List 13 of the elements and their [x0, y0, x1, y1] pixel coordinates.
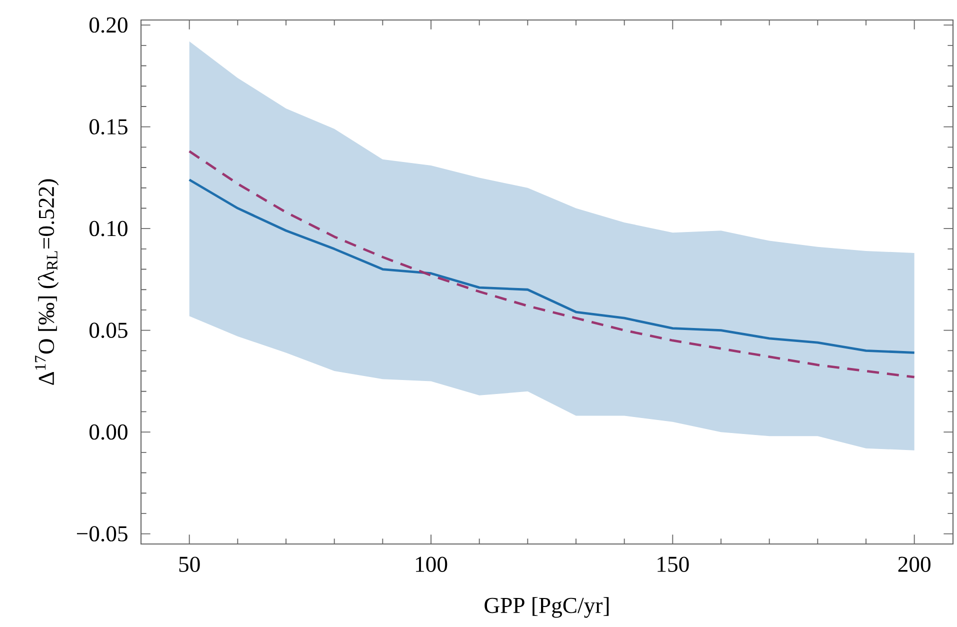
y-tick-label: 0.00: [89, 424, 128, 440]
y-tick-label: 0.05: [89, 322, 128, 338]
line-series: [188, 178, 916, 354]
x-tick-label: 150: [658, 556, 689, 572]
y-tick-label: −0.05: [76, 526, 128, 542]
y-tick-label: 0.10: [89, 220, 128, 236]
y-tick-label: 0.15: [89, 119, 128, 135]
x-tick-label: 200: [898, 556, 930, 572]
x-tick-label: 100: [416, 556, 448, 572]
x-axis-title: GPP [PgC/yr]: [484, 597, 609, 618]
y-axis-title: Δ$^{17}$O [‰] (λ$_{RL}$=0.522): [35, 179, 59, 385]
y-tick-label: 0.20: [89, 17, 128, 33]
x-tick-label: 50: [179, 556, 200, 572]
